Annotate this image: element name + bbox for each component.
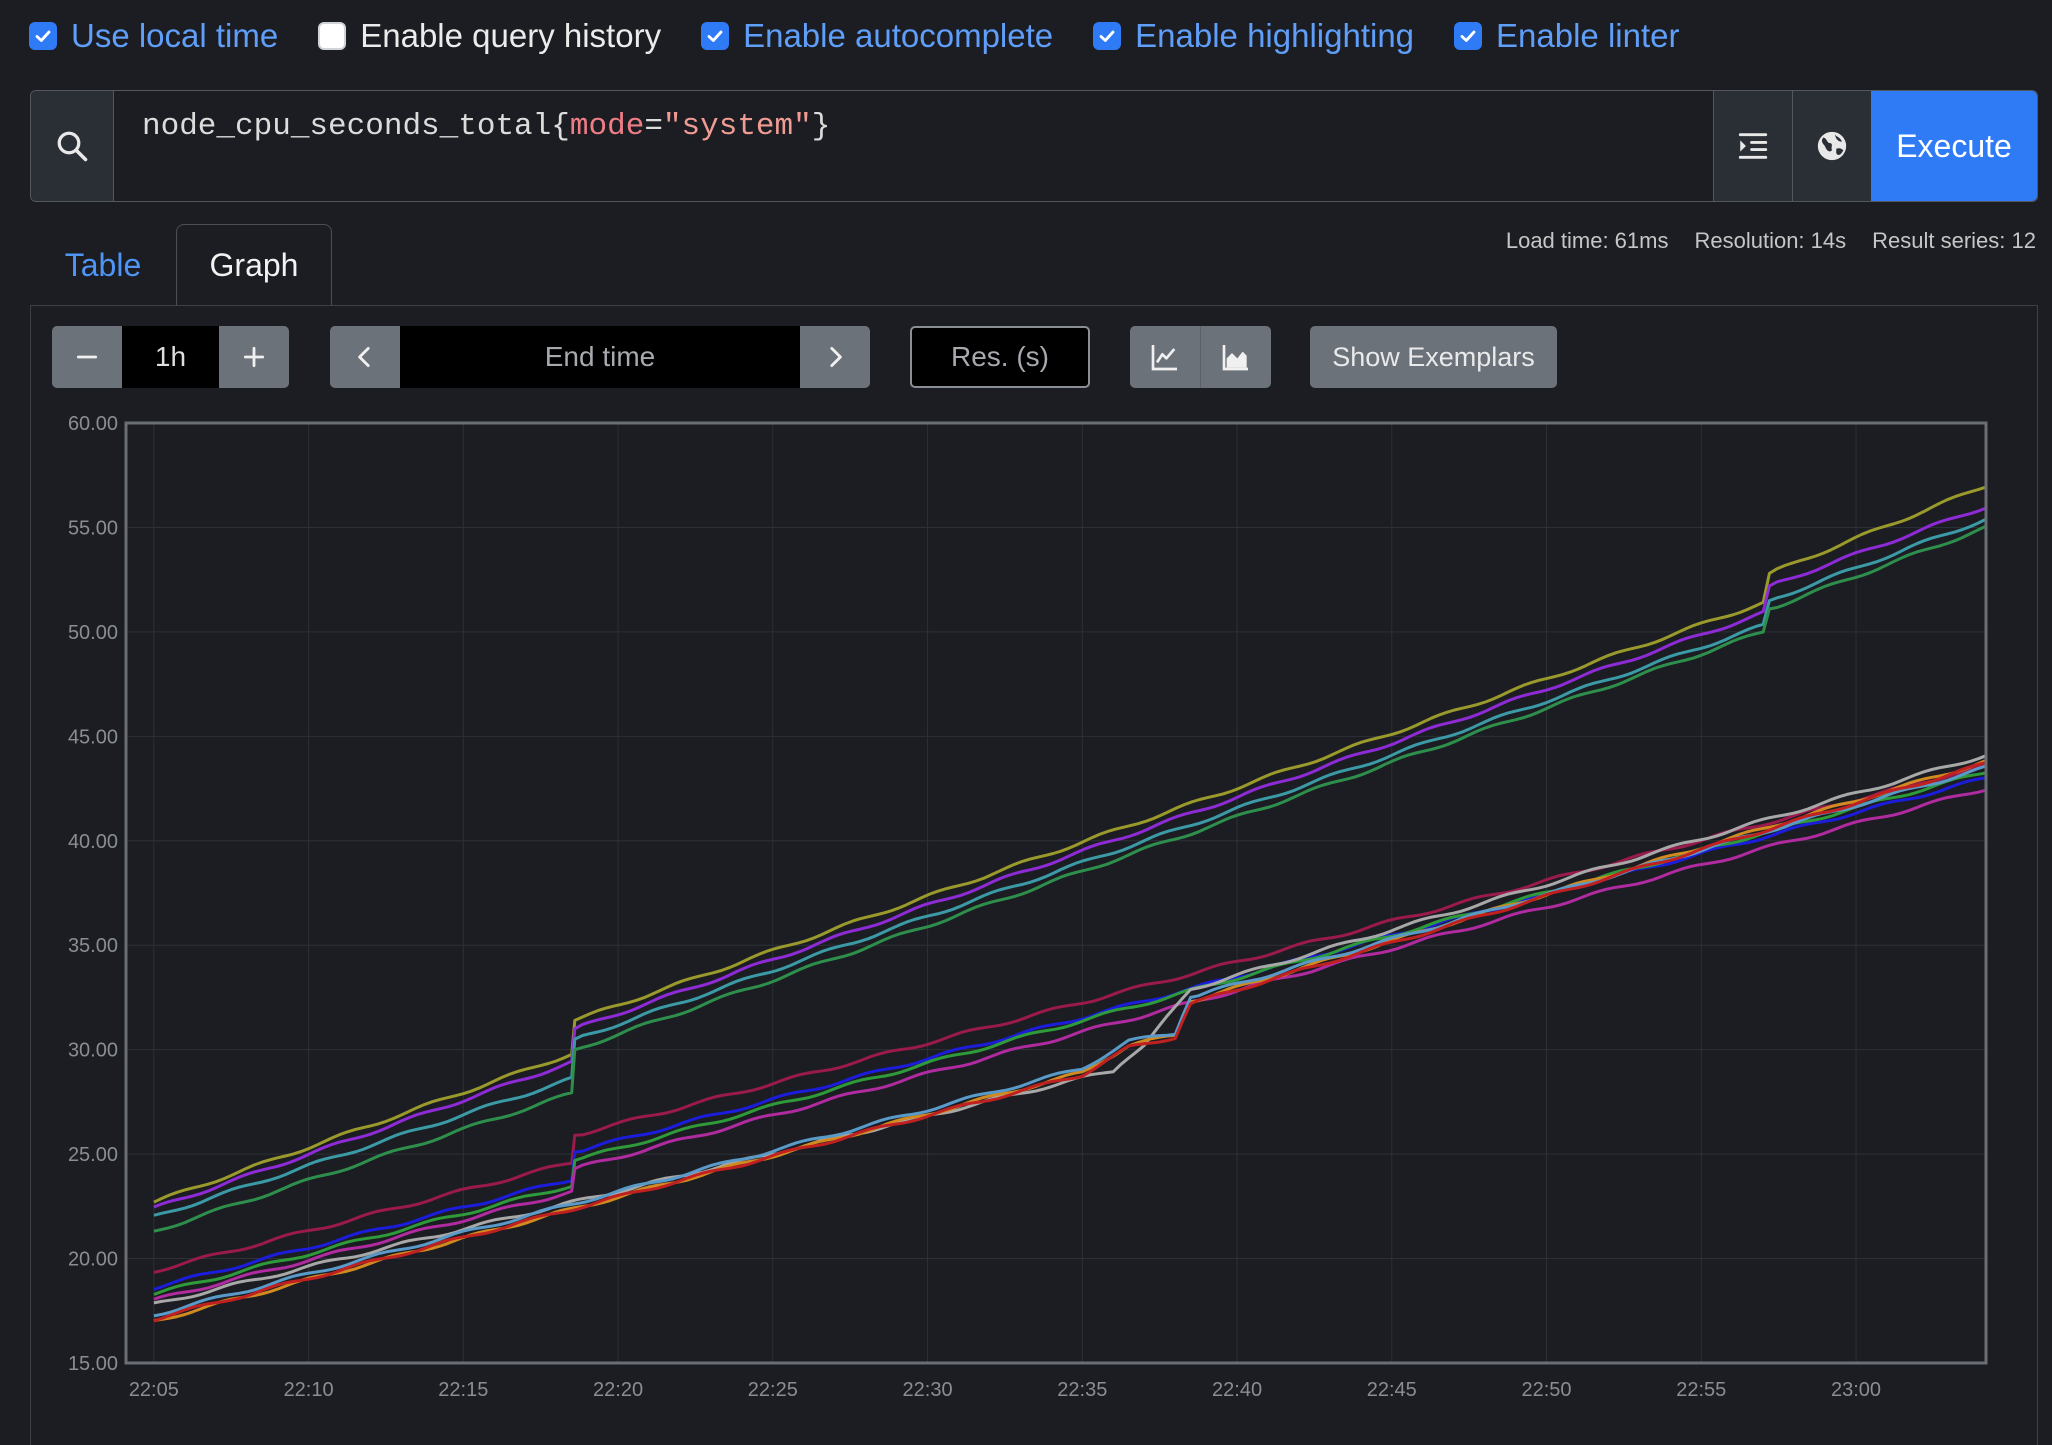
resolution: Resolution: 14s xyxy=(1694,228,1847,253)
graph-chart[interactable]: 15.00 20.00 25.00 30.00 35.00 40.00 45.00 50.00… xyxy=(0,400,2052,1430)
show-exemplars-button[interactable]: Show Exemplars xyxy=(1310,326,1557,388)
series-line xyxy=(153,761,1987,1323)
stacked-chart-button[interactable] xyxy=(1200,326,1271,388)
result-series: Result series: 12 xyxy=(1872,228,2036,253)
query-label-name: mode xyxy=(569,109,645,144)
decrease-range-button[interactable] xyxy=(52,326,122,388)
check-icon xyxy=(707,30,723,42)
option-enable-query-history[interactable]: Enable query history xyxy=(318,17,661,55)
checkbox-enable-highlighting[interactable] xyxy=(1093,22,1122,50)
option-label: Use local time xyxy=(71,17,279,54)
x-tick-label: 22:55 xyxy=(1676,1379,1726,1401)
plot-border xyxy=(124,421,1988,1365)
plus-icon xyxy=(243,346,265,368)
query-brace-open: { xyxy=(551,109,570,144)
y-tick-label: 45.00 xyxy=(68,726,118,748)
x-tick-label: 22:50 xyxy=(1522,1379,1572,1401)
y-tick-label: 55.00 xyxy=(68,517,118,539)
x-tick-label: 22:25 xyxy=(748,1379,798,1401)
y-tick-label: 25.00 xyxy=(68,1144,118,1166)
expression-input[interactable]: node_cpu_seconds_total{mode="system"} xyxy=(114,91,1713,201)
minus-icon xyxy=(76,355,98,359)
y-tick-label: 15.00 xyxy=(68,1353,118,1375)
chevron-left-icon xyxy=(358,346,370,368)
resolution-input[interactable]: Res. (s) xyxy=(910,326,1090,388)
x-tick-label: 22:40 xyxy=(1212,1379,1262,1401)
x-tick-label: 22:15 xyxy=(438,1379,488,1401)
search-icon-box xyxy=(31,91,114,201)
query-equals: = xyxy=(644,109,663,144)
end-time-input[interactable]: End time xyxy=(400,326,800,388)
option-label: Enable highlighting xyxy=(1135,17,1415,54)
series-line xyxy=(153,762,1987,1274)
check-icon xyxy=(1099,30,1115,42)
series-line xyxy=(153,776,1987,1291)
x-tick-label: 23:00 xyxy=(1831,1379,1881,1401)
expression-bar: node_cpu_seconds_total{mode="system"} Ex… xyxy=(30,90,2038,202)
option-use-local-time[interactable]: Use local time xyxy=(29,17,278,55)
option-enable-highlighting[interactable]: Enable highlighting xyxy=(1093,17,1414,55)
search-icon xyxy=(57,131,88,162)
option-label: Enable linter xyxy=(1496,17,1680,54)
previous-time-button[interactable] xyxy=(330,326,400,388)
series-line xyxy=(153,485,1987,1204)
x-tick-label: 22:20 xyxy=(593,1379,643,1401)
y-tick-label: 60.00 xyxy=(68,413,118,435)
line-chart-button[interactable] xyxy=(1130,326,1200,388)
area-chart-icon xyxy=(1222,345,1248,371)
series-line xyxy=(153,524,1987,1233)
checkbox-use-local-time[interactable] xyxy=(29,22,57,50)
x-tick-label: 22:45 xyxy=(1367,1379,1417,1401)
line-chart-icon xyxy=(1151,345,1177,371)
tab-row: Table Graph xyxy=(30,222,2038,306)
execute-button[interactable]: Execute xyxy=(1871,91,2037,201)
metrics-explorer-button[interactable] xyxy=(1792,91,1871,201)
option-enable-linter[interactable]: Enable linter xyxy=(1454,17,1679,55)
options-row: Use local time Enable query history Enab… xyxy=(29,14,1719,58)
x-tick-label: 22:10 xyxy=(284,1379,334,1401)
y-tick-label: 30.00 xyxy=(68,1040,118,1062)
range-input[interactable]: 1h xyxy=(122,326,219,388)
chevron-right-icon xyxy=(830,346,842,368)
checkbox-enable-autocomplete[interactable] xyxy=(701,22,730,50)
option-label: Enable query history xyxy=(360,17,662,54)
next-time-button[interactable] xyxy=(800,326,870,388)
checkbox-enable-query-history[interactable] xyxy=(318,22,347,50)
query-label-value: "system" xyxy=(662,109,812,144)
x-tick-label: 22:05 xyxy=(129,1379,179,1401)
globe-icon xyxy=(1817,131,1847,161)
end-time-control: End time xyxy=(330,326,870,388)
graph-panel xyxy=(30,305,2038,1445)
option-enable-autocomplete[interactable]: Enable autocomplete xyxy=(701,17,1053,55)
load-time: Load time: 61ms xyxy=(1505,228,1669,253)
y-tick-label: 40.00 xyxy=(68,831,118,853)
plot-area xyxy=(126,423,1986,1363)
series-line xyxy=(153,517,1987,1217)
check-icon xyxy=(1460,30,1476,42)
query-brace-close: } xyxy=(811,109,831,144)
check-icon xyxy=(35,30,51,42)
format-indent-icon xyxy=(1738,133,1768,159)
y-tick-label: 50.00 xyxy=(68,622,118,644)
x-tick-label: 22:30 xyxy=(903,1379,953,1401)
series-line xyxy=(153,506,1987,1209)
tab-table[interactable]: Table xyxy=(64,246,142,283)
range-control: 1h xyxy=(52,326,289,388)
option-label: Enable autocomplete xyxy=(743,17,1054,54)
query-stats: Load time: 61ms Resolution: 14s Result s… xyxy=(1480,228,2036,254)
series-line xyxy=(153,788,1987,1301)
x-tick-label: 22:35 xyxy=(1057,1379,1107,1401)
chart-type-control xyxy=(1130,326,1271,388)
query-metric: node_cpu_seconds_total xyxy=(142,109,552,144)
y-tick-label: 35.00 xyxy=(68,935,118,957)
format-expression-button[interactable] xyxy=(1713,91,1792,201)
increase-range-button[interactable] xyxy=(219,326,289,388)
tab-graph[interactable]: Graph xyxy=(176,224,332,306)
y-tick-label: 20.00 xyxy=(68,1249,118,1271)
checkbox-enable-linter[interactable] xyxy=(1454,22,1483,50)
